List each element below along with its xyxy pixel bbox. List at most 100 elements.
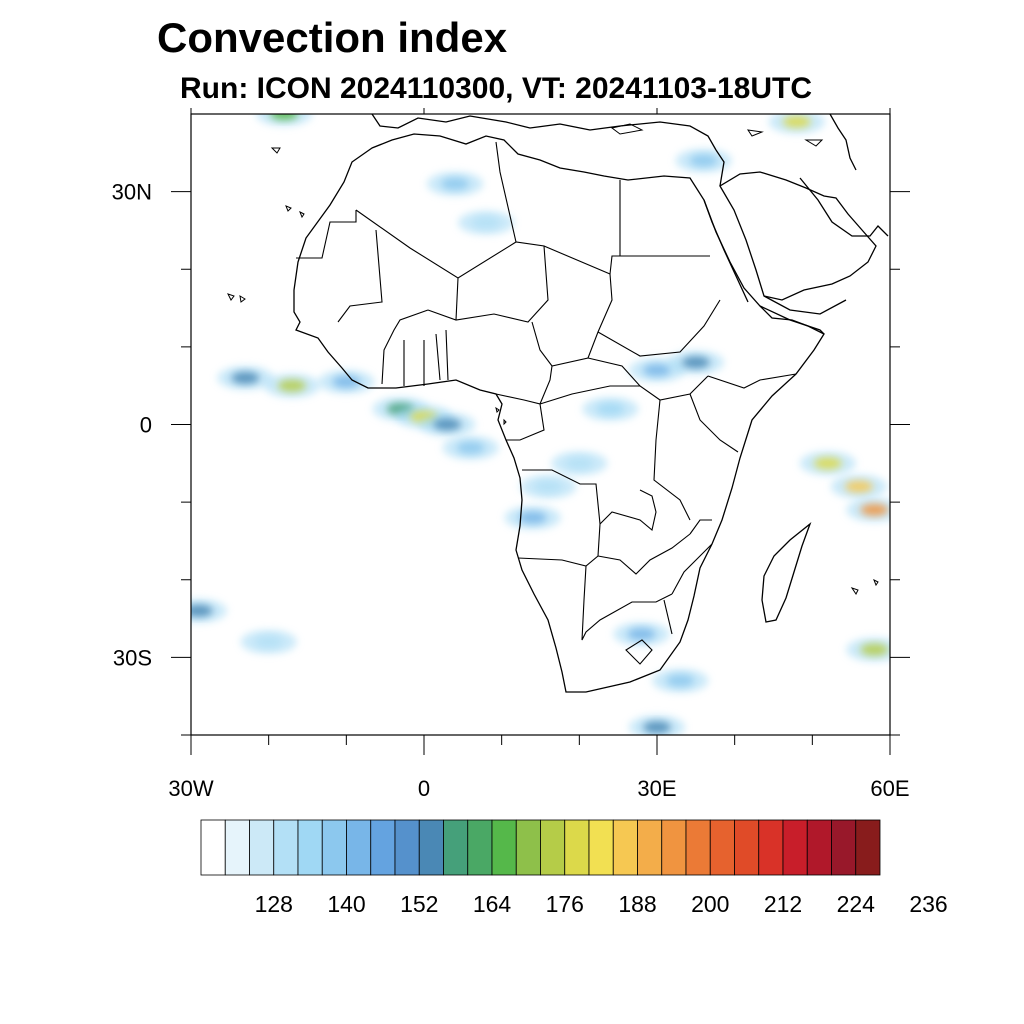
border-line	[539, 365, 553, 405]
convection-cell	[860, 643, 889, 656]
country-borders	[296, 141, 797, 665]
colorbar-swatch	[588, 819, 614, 876]
colorbar-tick-label: 164	[473, 891, 512, 917]
convection-cell	[596, 402, 625, 415]
island	[495, 406, 879, 595]
colorbar-swatch	[443, 819, 469, 876]
lat-tick-label: 0	[140, 413, 152, 438]
axis-ticks	[171, 108, 910, 755]
convection-cell	[433, 418, 462, 431]
caspian-coast	[829, 114, 857, 171]
lon-tick-label: 30W	[168, 776, 213, 801]
colorbar-swatch	[297, 819, 323, 876]
colorbar-swatch	[806, 819, 832, 876]
mediterranean-north-coast	[371, 114, 717, 151]
border-line	[625, 639, 653, 665]
somalia-horn	[759, 305, 825, 335]
convection-cell	[332, 375, 361, 388]
colorbar-swatch	[515, 819, 541, 876]
colorbar-tick-label: 128	[255, 891, 293, 917]
chart-title: Convection index	[157, 14, 508, 61]
convection-cell	[643, 364, 671, 377]
colorbar-tick-label: 188	[618, 891, 656, 917]
colorbar-swatch	[467, 819, 493, 876]
border-line	[337, 229, 383, 323]
red-sea-west-coast	[703, 199, 749, 303]
convection-cell	[813, 457, 842, 470]
border-line	[296, 210, 357, 259]
border-line	[653, 399, 691, 521]
axis-tick-labels: 30W 0 30E 60E 30N 0 30S	[112, 180, 910, 801]
colorbar-swatch	[734, 819, 760, 876]
colorbar-swatch	[418, 819, 444, 876]
convection-field	[191, 114, 890, 735]
convection-cell	[472, 216, 501, 229]
south-coast-arabia	[763, 295, 847, 315]
mediterranean-east-coast	[715, 149, 725, 187]
arabian-peninsula-coastline	[719, 171, 877, 301]
lat-tick-label: 30N	[112, 180, 152, 205]
border-line	[403, 329, 449, 386]
border-line	[609, 180, 710, 275]
convection-cell	[627, 628, 656, 641]
colorbar-swatch	[491, 819, 517, 876]
colorbar-tick-label: 212	[764, 891, 802, 917]
lon-tick-label: 0	[418, 776, 430, 801]
colorbar-swatch	[637, 819, 663, 876]
colorbar-swatch	[758, 819, 784, 876]
colorbar-swatch	[782, 819, 808, 876]
border-line	[381, 309, 429, 385]
border-line	[689, 519, 712, 535]
lat-tick-label: 30S	[113, 645, 152, 670]
convection-cell	[666, 674, 695, 687]
map-background	[191, 114, 890, 735]
convection-cell	[456, 441, 485, 454]
colorbar	[200, 819, 881, 876]
colorbar-tick-label: 140	[327, 891, 365, 917]
border-line	[663, 543, 713, 635]
convection-cell	[270, 114, 299, 120]
convection-cell	[689, 154, 718, 167]
colorbar-swatch	[346, 819, 372, 876]
madagascar-coastline	[761, 522, 812, 623]
border-line	[689, 393, 739, 453]
colorbar-swatch	[370, 819, 396, 876]
colorbar-swatch	[564, 819, 590, 876]
colorbar-tick-label: 236	[909, 891, 947, 917]
chart-subtitle: Run: ICON 2024110300, VT: 20241103-18UTC	[180, 72, 813, 105]
lon-tick-label: 30E	[637, 776, 676, 801]
convection-cell	[844, 480, 873, 493]
border-line	[455, 277, 459, 321]
colorbar-swatch	[249, 819, 275, 876]
colorbar-swatch	[831, 819, 857, 876]
colorbar-labels: 128 140 152 164 176 188 200 212 224 236	[255, 891, 948, 917]
border-line	[599, 489, 657, 532]
island	[227, 147, 305, 303]
convection-cell	[277, 379, 306, 392]
border-line	[597, 299, 721, 357]
convection-cell	[191, 604, 213, 617]
colorbar-tick-label: 152	[400, 891, 438, 917]
colorbar-swatch	[685, 819, 711, 876]
island	[610, 123, 824, 147]
border-line	[587, 357, 709, 401]
colorbar-swatch	[709, 819, 735, 876]
colorbar-swatch	[224, 819, 250, 876]
border-line	[355, 209, 549, 323]
convection-cell	[860, 503, 889, 516]
colorbar-swatch	[661, 819, 687, 876]
colorbar-swatch	[855, 819, 881, 876]
convection-cell	[643, 721, 671, 734]
convection-cell	[231, 371, 260, 384]
border-line	[495, 141, 517, 243]
border-line	[539, 385, 640, 405]
colorbar-tick-label: 176	[546, 891, 584, 917]
coastlines	[293, 114, 889, 693]
africa-coastline	[293, 133, 825, 693]
convection-cell	[518, 511, 547, 524]
border-line	[707, 373, 797, 389]
convection-cell	[782, 115, 811, 128]
colorbar-swatch	[612, 819, 638, 876]
lon-tick-label: 60E	[870, 776, 909, 801]
colorbar-swatch	[273, 819, 299, 876]
